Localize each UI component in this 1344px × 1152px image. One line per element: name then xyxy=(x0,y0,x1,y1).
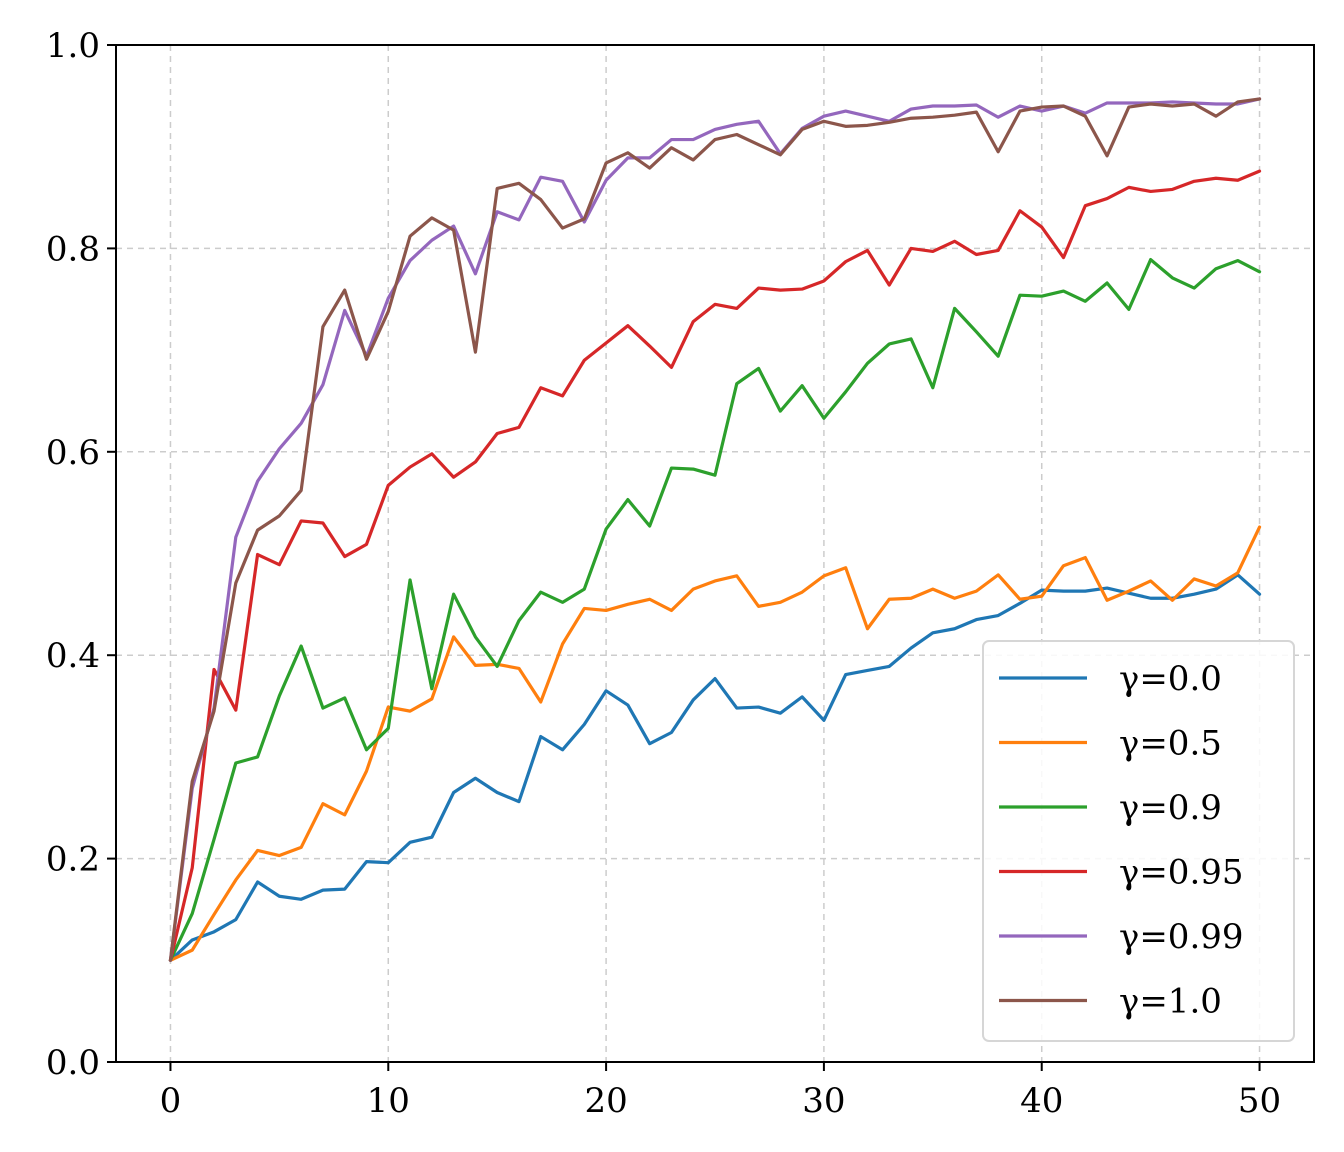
series-line-0 xyxy=(168,573,1262,962)
y-tick-label: 0.8 xyxy=(46,229,100,269)
series-line-2 xyxy=(168,257,1262,962)
x-tick-label: 10 xyxy=(367,1081,410,1121)
x-tick-label: 40 xyxy=(1020,1081,1063,1121)
x-tick-label: 50 xyxy=(1238,1081,1281,1121)
series-line-1 xyxy=(168,525,1262,962)
series-line-3 xyxy=(168,169,1262,962)
x-tick-label: 20 xyxy=(584,1081,627,1121)
legend-label: γ=0.5 xyxy=(1119,724,1222,764)
legend-label: γ=0.0 xyxy=(1119,659,1222,699)
plot-frame xyxy=(115,44,1315,1063)
y-tick-label: 1.0 xyxy=(46,26,100,66)
legend: γ=0.0 γ=0.5 γ=0.9 γ=0.95 γ=0.99 γ=1.0 xyxy=(982,640,1295,1042)
series-line-4 xyxy=(168,97,1262,962)
legend-label: γ=0.95 xyxy=(1119,853,1244,893)
y-tick-label: 0.4 xyxy=(46,636,100,676)
legend-label: γ=0.9 xyxy=(1119,788,1222,828)
y-tick-label: 0.2 xyxy=(46,840,100,880)
axis-ticks: 0 10 20 30 40 50 0.0 0.2 0.4 0.6 0.8 1.0 xyxy=(46,26,1281,1121)
series-lines xyxy=(168,97,1262,962)
y-tick-label: 0.0 xyxy=(46,1043,100,1083)
legend-label: γ=1.0 xyxy=(1119,982,1222,1022)
y-tick-label: 0.6 xyxy=(46,433,100,473)
x-tick-label: 30 xyxy=(802,1081,845,1121)
series-line-5 xyxy=(168,97,1262,962)
x-tick-label: 0 xyxy=(160,1081,182,1121)
legend-label: γ=0.99 xyxy=(1119,917,1244,957)
